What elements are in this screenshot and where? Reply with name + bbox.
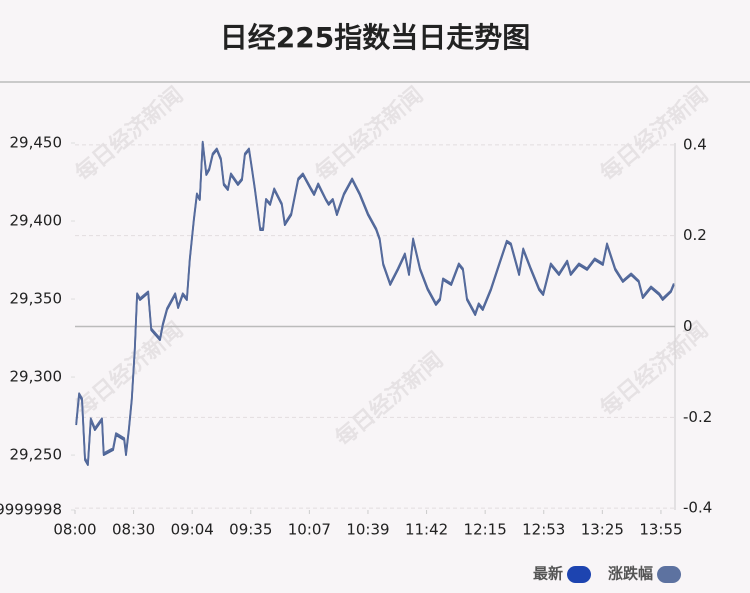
x-tick-label: 08:30 bbox=[112, 521, 155, 539]
x-tick-label: 09:04 bbox=[171, 521, 214, 539]
y-tick-label: 9999998 bbox=[0, 501, 62, 519]
y2-tick-label: -0.2 bbox=[683, 408, 712, 426]
series-line bbox=[75, 142, 675, 466]
legend-label: 最新 bbox=[533, 565, 563, 583]
y-tick-label: 29,450 bbox=[10, 134, 63, 152]
x-tick-label: 10:07 bbox=[288, 521, 331, 539]
series-line bbox=[75, 140, 675, 465]
y-tick-label: 29,400 bbox=[10, 212, 63, 230]
y-tick-label: 29,250 bbox=[10, 446, 63, 464]
x-tick-label: 10:39 bbox=[346, 521, 389, 539]
y2-tick-label: 0 bbox=[683, 317, 693, 335]
x-tick-label: 12:15 bbox=[464, 521, 507, 539]
watermark: 每日经济新闻 bbox=[330, 347, 448, 452]
x-tick-label: 12:53 bbox=[522, 521, 565, 539]
watermark: 每日经济新闻 bbox=[310, 82, 428, 187]
watermark: 每日经济新闻 bbox=[595, 82, 713, 187]
y2-tick-label: 0.2 bbox=[683, 226, 707, 244]
x-tick-label: 13:55 bbox=[639, 521, 682, 539]
y2-tick-label: -0.4 bbox=[683, 499, 712, 517]
chart-title: 日经225指数当日走势图 bbox=[220, 21, 530, 54]
legend-swatch bbox=[657, 566, 682, 583]
watermark: 每日经济新闻 bbox=[595, 317, 713, 422]
y-tick-label: 29,300 bbox=[10, 368, 63, 386]
legend-label: 涨跌幅 bbox=[608, 565, 653, 583]
watermark: 每日经济新闻 bbox=[70, 82, 188, 187]
legend-swatch bbox=[567, 566, 592, 583]
y-tick-label: 29,350 bbox=[10, 290, 63, 308]
x-tick-label: 11:42 bbox=[405, 521, 448, 539]
x-tick-label: 08:00 bbox=[53, 521, 96, 539]
x-tick-label: 09:35 bbox=[229, 521, 272, 539]
watermark: 每日经济新闻 bbox=[70, 317, 188, 422]
x-tick-label: 13:25 bbox=[581, 521, 624, 539]
y2-tick-label: 0.4 bbox=[683, 135, 707, 153]
